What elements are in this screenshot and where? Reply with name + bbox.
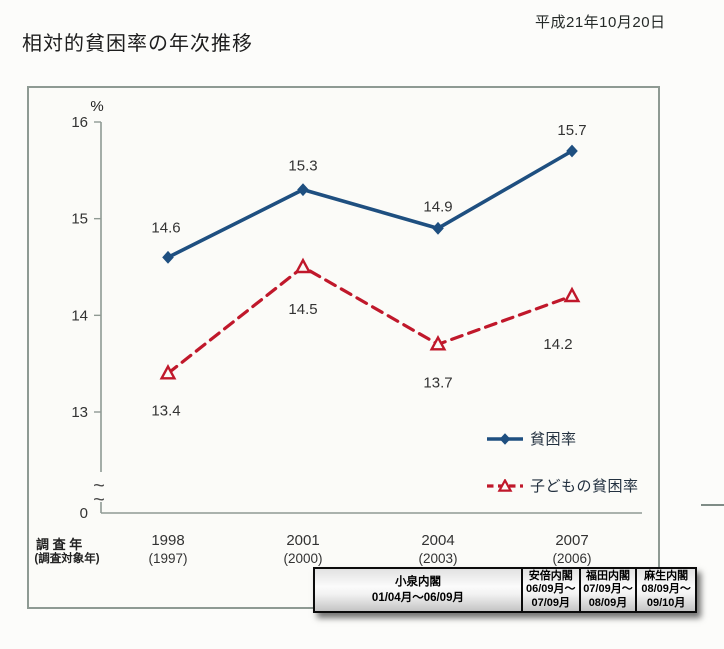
triangle-marker [429,335,447,351]
cabinet-period-end: 07/09月 [531,596,571,609]
y-axis-tick-label: 16 [71,114,88,131]
child-poverty-rate-line [166,265,574,375]
scan-artifact-line [701,504,724,506]
cabinet-timeline-table: 小泉内閣 01/04月〜06/09月 安倍内閣 06/09月〜 07/09月 福… [313,567,697,613]
document-date: 平成21年10月20日 [535,14,666,31]
cabinet-name: 麻生内閣 [644,569,689,582]
cabinet-name: 福田内閣 [585,569,630,582]
legend-item-poverty-rate: 貧困率 [486,428,639,449]
cabinet-period-start: 06/09月〜 [525,583,576,596]
axis-break-mark: ~ [93,489,105,511]
data-point-label: 15.3 [288,158,317,175]
data-point-label: 13.4 [151,402,180,419]
cabinet-period: 01/04月〜06/09月 [371,592,464,604]
legend-item-child-poverty-rate: 子どもの貧困率 [486,475,639,496]
cabinet-cell-koizumi: 小泉内閣 01/04月〜06/09月 [315,569,521,611]
y-axis-origin-label: 0 [80,505,88,522]
chart-frame [27,86,660,609]
diamond-marker [297,183,309,197]
diamond-marker [432,221,444,235]
data-point-label: 14.5 [288,301,317,318]
data-point-label: 14.6 [151,219,180,236]
cabinet-period-end: 08/09月 [588,596,628,609]
cabinet-name: 安倍内閣 [528,569,573,582]
triangle-marker [294,257,312,274]
cabinet-period-end: 09/10月 [646,596,686,609]
legend-label-child-poverty-rate: 子どもの貧困率 [530,478,639,495]
chart-legend: 貧困率 子どもの貧困率 [486,428,639,496]
diamond-marker [566,144,578,158]
x-axis-target-year-label: (2003) [418,551,457,566]
x-axis-survey-year-label: 1998 [151,532,184,549]
axis-break-mark: ~ [93,475,105,497]
x-axis-survey-year-label: 2001 [286,532,319,549]
dashed-line-triangle-icon [487,478,523,492]
cabinet-period-start: 08/09月〜 [641,583,691,596]
data-point-label: 14.9 [423,198,452,215]
triangle-marker [563,286,581,303]
x-axis-survey-year-label: 2007 [555,532,588,549]
data-point-label: 15.7 [557,122,586,139]
data-point-label: 13.7 [423,374,452,391]
triangle-marker [159,364,177,380]
x-axis-target-year-label: (2000) [283,551,322,566]
solid-line-diamond-icon [487,432,523,445]
cabinet-cell-fukuda: 福田内閣 07/09月〜 08/09月 [578,569,636,611]
x-axis-target-year-label: (2006) [552,551,591,566]
y-axis-tick-label: 14 [71,307,88,324]
x-axis-target-year-label: (1997) [148,551,187,566]
cabinet-period-start: 07/09月〜 [583,583,633,596]
poverty-rate-line [166,149,574,260]
x-axis-title: 調 査 年 [36,537,83,552]
cabinet-name: 小泉内閣 [394,576,441,588]
x-axis-survey-year-label: 2004 [421,532,454,549]
page-title: 相対的貧困率の年次推移 [22,33,253,55]
y-axis-tick-label: 13 [71,404,88,421]
y-axis-tick-label: 15 [71,211,88,228]
legend-label-poverty-rate: 貧困率 [530,431,577,448]
y-axis-unit-label: % [90,98,103,115]
cabinet-cell-aso: 麻生内閣 08/09月〜 09/10月 [635,569,695,611]
diamond-marker [162,250,174,264]
x-axis-subtitle: (調査対象年) [34,553,100,565]
cabinet-cell-abe: 安倍内閣 06/09月〜 07/09月 [520,569,579,611]
data-point-label: 14.2 [543,336,572,353]
